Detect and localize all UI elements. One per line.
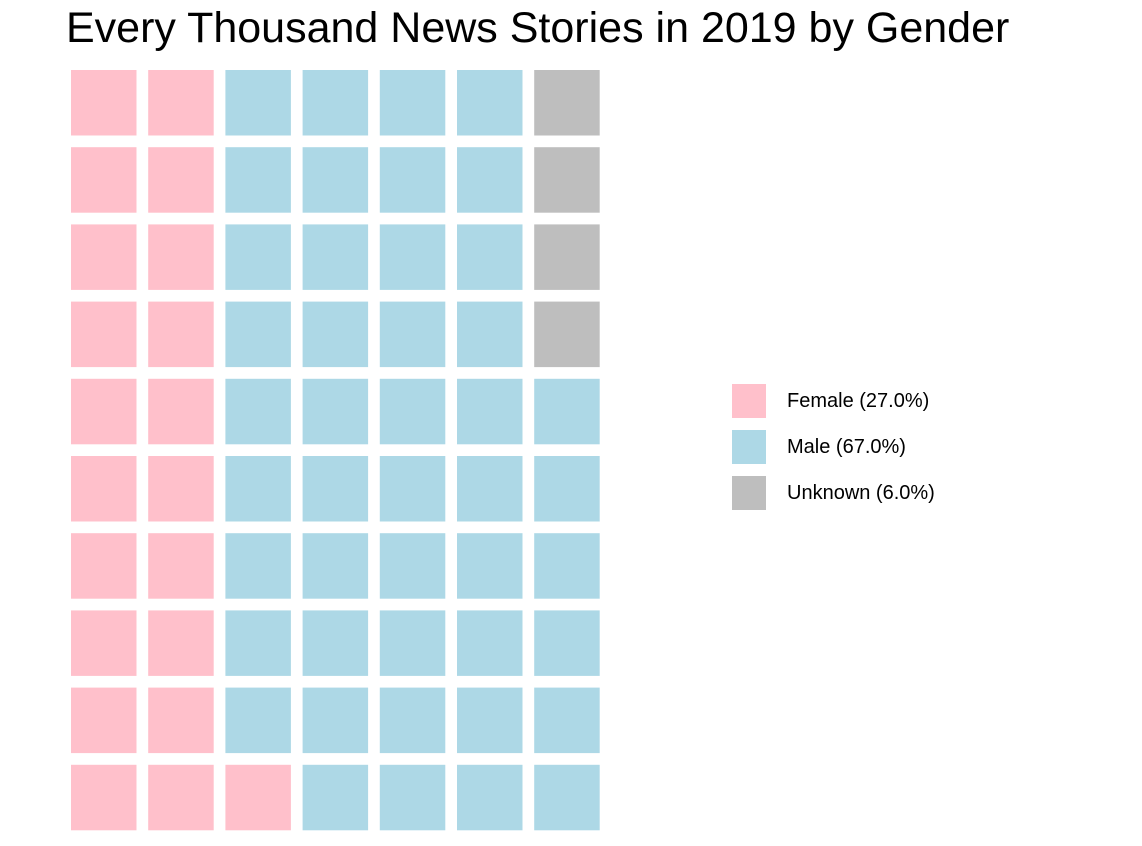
waffle-cell-male — [302, 533, 369, 599]
waffle-cell-female — [71, 378, 137, 445]
waffle-cell-male — [225, 301, 291, 368]
legend-label-unknown: Unknown (6.0%) — [787, 482, 935, 504]
waffle-cell-male — [457, 147, 523, 213]
legend: Female (27.0%) Male (67.0%) Unknown (6.0… — [732, 384, 935, 522]
waffle-cell-male — [225, 610, 291, 676]
waffle-cell-female — [148, 687, 214, 754]
legend-label-female: Female (27.0%) — [787, 390, 930, 412]
waffle-cell-male — [225, 147, 291, 213]
waffle-cell-male — [302, 764, 369, 831]
waffle-cell-male — [302, 378, 369, 445]
waffle-cell-male — [379, 533, 446, 599]
waffle-cell-male — [379, 147, 446, 213]
waffle-cell-male — [225, 70, 291, 136]
waffle-cell-female — [71, 687, 137, 754]
waffle-cell-female — [71, 764, 137, 831]
waffle-cell-unknown — [534, 224, 600, 290]
waffle-cell-female — [71, 70, 137, 136]
legend-item-female: Female (27.0%) — [732, 384, 935, 418]
waffle-cell-female — [148, 70, 214, 136]
waffle-cell-male — [457, 687, 523, 754]
legend-item-unknown: Unknown (6.0%) — [732, 476, 935, 510]
waffle-cell-male — [534, 687, 600, 754]
waffle-cell-male — [534, 378, 600, 445]
waffle-cell-male — [457, 301, 523, 368]
waffle-cell-male — [379, 70, 446, 136]
waffle-cell-male — [534, 764, 600, 831]
legend-label-male: Male (67.0%) — [787, 436, 906, 458]
waffle-cell-female — [71, 224, 137, 290]
waffle-cell-female — [71, 533, 137, 599]
waffle-cell-male — [302, 456, 369, 522]
waffle-cell-unknown — [534, 147, 600, 213]
waffle-cell-unknown — [534, 301, 600, 368]
waffle-cell-male — [534, 456, 600, 522]
waffle-cell-male — [302, 224, 369, 290]
waffle-cell-female — [148, 456, 214, 522]
waffle-cell-male — [457, 764, 523, 831]
waffle-cell-male — [302, 610, 369, 676]
waffle-cell-male — [457, 610, 523, 676]
waffle-cell-female — [71, 147, 137, 213]
waffle-cell-male — [534, 533, 600, 599]
chart-title: Every Thousand News Stories in 2019 by G… — [66, 4, 1010, 52]
waffle-cell-male — [534, 610, 600, 676]
waffle-cell-male — [225, 687, 291, 754]
waffle-cell-female — [148, 301, 214, 368]
waffle-cell-male — [457, 378, 523, 445]
waffle-cell-male — [457, 224, 523, 290]
waffle-cell-male — [302, 147, 369, 213]
waffle-cell-male — [379, 610, 446, 676]
waffle-cell-male — [379, 687, 446, 754]
waffle-cell-unknown — [534, 70, 600, 136]
legend-swatch-female — [732, 384, 766, 418]
waffle-cell-female — [148, 533, 214, 599]
waffle-cell-male — [379, 301, 446, 368]
waffle-cell-male — [457, 70, 523, 136]
waffle-cell-male — [302, 301, 369, 368]
waffle-cell-male — [379, 224, 446, 290]
waffle-cell-female — [225, 764, 291, 831]
waffle-cell-male — [379, 456, 446, 522]
waffle-cell-male — [457, 533, 523, 599]
waffle-cell-male — [379, 764, 446, 831]
waffle-cell-male — [225, 224, 291, 290]
legend-swatch-male — [732, 430, 766, 464]
waffle-cell-female — [148, 378, 214, 445]
waffle-cell-female — [71, 456, 137, 522]
legend-item-male: Male (67.0%) — [732, 430, 935, 464]
waffle-cell-female — [148, 147, 214, 213]
legend-swatch-unknown — [732, 476, 766, 510]
waffle-cell-male — [302, 687, 369, 754]
waffle-cell-female — [148, 610, 214, 676]
waffle-cell-female — [148, 224, 214, 290]
waffle-cell-male — [225, 456, 291, 522]
waffle-cell-male — [225, 378, 291, 445]
waffle-cell-female — [71, 610, 137, 676]
waffle-cell-female — [148, 764, 214, 831]
waffle-cell-male — [457, 456, 523, 522]
waffle-cell-male — [225, 533, 291, 599]
waffle-cell-female — [71, 301, 137, 368]
waffle-cell-male — [302, 70, 369, 136]
waffle-cell-male — [379, 378, 446, 445]
